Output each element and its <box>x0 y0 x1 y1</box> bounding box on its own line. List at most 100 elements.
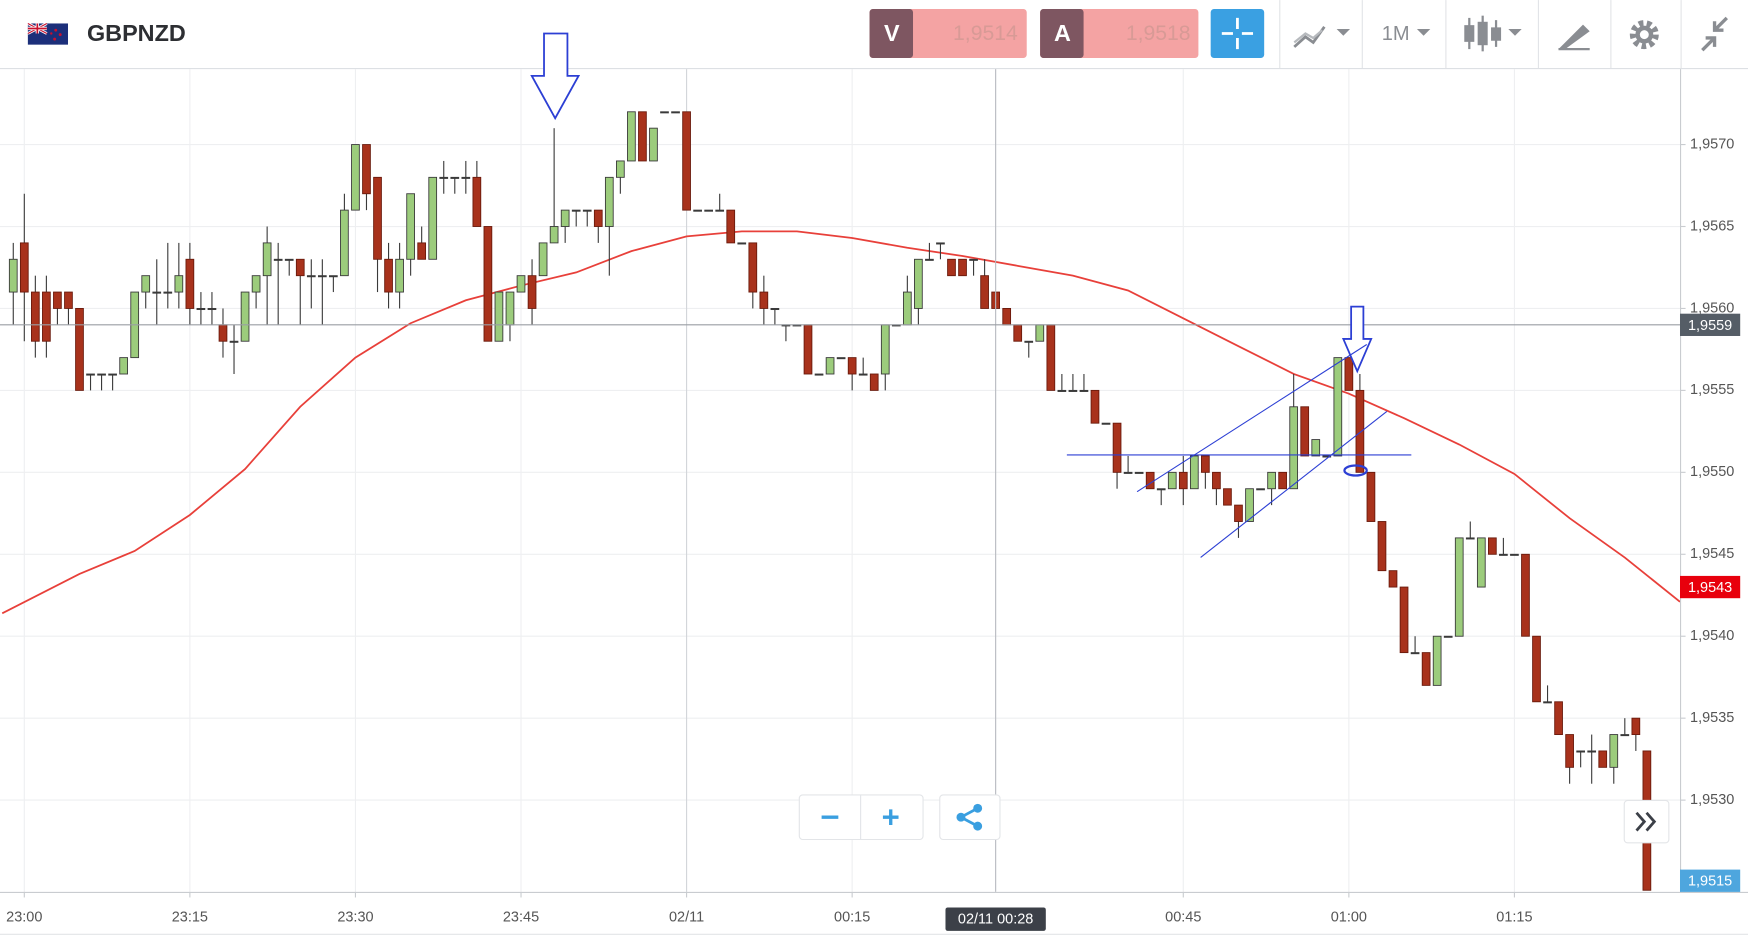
candle-body <box>1278 471 1287 490</box>
y-tick-label: 1,9570 <box>1690 136 1734 152</box>
candle-body <box>1598 750 1608 768</box>
candle-body <box>1609 734 1619 768</box>
candle-body <box>1212 471 1221 490</box>
x-tick-label: 01:15 <box>1496 909 1532 925</box>
share-button[interactable] <box>939 794 1001 841</box>
candle-body <box>185 258 195 309</box>
timeframe-button[interactable]: 1M <box>1382 23 1431 45</box>
price-tag-label: 1,9559 <box>1688 318 1732 334</box>
candle-body <box>958 258 967 277</box>
y-tick-label: 1,9535 <box>1690 710 1734 726</box>
last-price-tag <box>1679 869 1741 892</box>
candle-body <box>295 258 305 277</box>
candle-body <box>1454 537 1464 637</box>
candle-body <box>417 242 427 260</box>
candle-body <box>1620 734 1630 737</box>
candle-body <box>737 242 747 245</box>
y-tick-label: 1,9565 <box>1690 218 1734 234</box>
candle-body <box>1366 471 1376 522</box>
candle-body <box>64 291 73 309</box>
candle-body <box>1388 570 1398 588</box>
x-tick-label: 23:00 <box>6 909 42 925</box>
candle-body <box>616 160 625 178</box>
candle-body <box>329 275 338 278</box>
candle-body <box>1410 652 1420 655</box>
sell-price: 1,9514 <box>953 22 1018 45</box>
candle-body <box>638 111 647 162</box>
candle-body <box>450 176 460 179</box>
candle-body <box>604 176 614 227</box>
candle-body <box>538 242 548 277</box>
candle-body <box>1565 734 1574 768</box>
candle-body <box>53 291 62 309</box>
timeframe: 1M <box>1382 23 1410 45</box>
candle-body <box>174 275 184 293</box>
x-tick-label: 00:15 <box>834 909 870 925</box>
candle-body <box>119 357 128 375</box>
x-tick-label: 01:00 <box>1331 909 1367 925</box>
candle-body <box>262 242 272 277</box>
settings-button[interactable] <box>1629 20 1659 50</box>
sell-button[interactable]: V 1,9514 <box>869 8 1027 59</box>
candle-body <box>1256 488 1265 491</box>
candle-body <box>362 144 371 195</box>
candle-body <box>715 209 725 212</box>
y-tick-label: 1,9540 <box>1690 628 1734 644</box>
candle-body <box>1488 537 1497 555</box>
candle-body <box>627 111 636 162</box>
candle-body <box>560 209 570 227</box>
toolbar-separators <box>1279 0 1682 69</box>
candle-body <box>1035 324 1045 342</box>
candle-style-button[interactable] <box>1464 15 1522 52</box>
candle-body <box>980 275 989 309</box>
candle-body <box>19 242 29 293</box>
collapse-button[interactable] <box>1701 16 1729 52</box>
candle-body <box>1223 488 1232 506</box>
x-tick-label: 23:30 <box>337 909 373 925</box>
candle-body <box>671 111 680 114</box>
axis-overlay: 1,9570 1,9565 1,9560 1,9555 1,9550 1,9545 1,95… <box>6 136 1741 931</box>
price-tag <box>1679 313 1741 336</box>
candle-body <box>406 193 415 260</box>
candle-body <box>1234 504 1243 522</box>
price-tag <box>1679 575 1741 599</box>
candle-body <box>1443 635 1453 638</box>
candle-body <box>1300 406 1310 457</box>
candle-body <box>1499 553 1508 556</box>
last-price-label: 1,9515 <box>1688 874 1732 890</box>
candle-body <box>869 373 879 391</box>
candle-body <box>1344 357 1354 391</box>
scroll-right-button[interactable] <box>1623 799 1670 844</box>
candle-body <box>969 258 978 261</box>
zoom-in-button[interactable] <box>882 809 899 826</box>
x-tick-label: 23:45 <box>503 909 539 925</box>
candle-body <box>1587 750 1597 753</box>
candle-body <box>86 373 95 376</box>
candle-body <box>936 242 945 245</box>
buy-price: 1,9518 <box>1126 22 1191 45</box>
crosshair-button[interactable] <box>1210 8 1265 59</box>
chart-type-button[interactable] <box>1293 26 1351 48</box>
candle-body <box>1432 635 1442 686</box>
candle-body <box>682 111 691 211</box>
y-tick-label: 1,9530 <box>1690 792 1734 808</box>
y-tick-label: 1,9555 <box>1690 382 1734 398</box>
candle-body <box>1002 308 1012 326</box>
candle-body <box>1289 406 1299 490</box>
draw-button[interactable] <box>1558 24 1590 51</box>
candle-body <box>571 209 581 212</box>
candle-body <box>704 209 714 212</box>
candle-body <box>284 258 294 261</box>
x-tick-label: 23:15 <box>172 909 208 925</box>
buy-button[interactable]: A 1,9518 <box>1040 8 1199 59</box>
candle-body <box>902 291 912 326</box>
candle-body <box>395 258 404 293</box>
candle-body <box>1631 717 1641 736</box>
candle-body <box>1134 471 1144 474</box>
candle-body <box>660 111 669 114</box>
candle-body <box>384 258 393 293</box>
candle-body <box>770 308 780 311</box>
candle-body <box>925 258 934 261</box>
candle-body <box>1543 701 1552 704</box>
